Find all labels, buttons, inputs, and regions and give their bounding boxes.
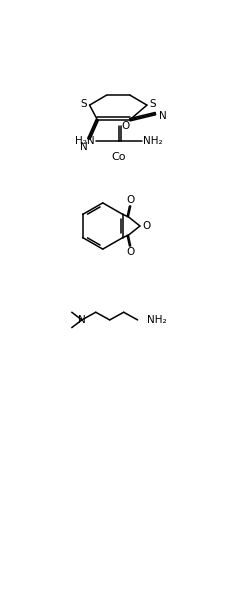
Text: O: O [127, 195, 135, 205]
Text: H₂N: H₂N [75, 136, 95, 146]
Text: N: N [158, 111, 166, 121]
Text: O: O [121, 121, 129, 131]
Text: O: O [142, 221, 150, 231]
Text: S: S [150, 98, 156, 109]
Text: S: S [80, 98, 87, 109]
Text: N: N [80, 142, 88, 152]
Text: NH₂: NH₂ [143, 136, 163, 146]
Text: O: O [127, 247, 135, 257]
Text: Co: Co [112, 152, 126, 161]
Text: N: N [78, 315, 86, 325]
Text: NH₂: NH₂ [147, 315, 167, 325]
